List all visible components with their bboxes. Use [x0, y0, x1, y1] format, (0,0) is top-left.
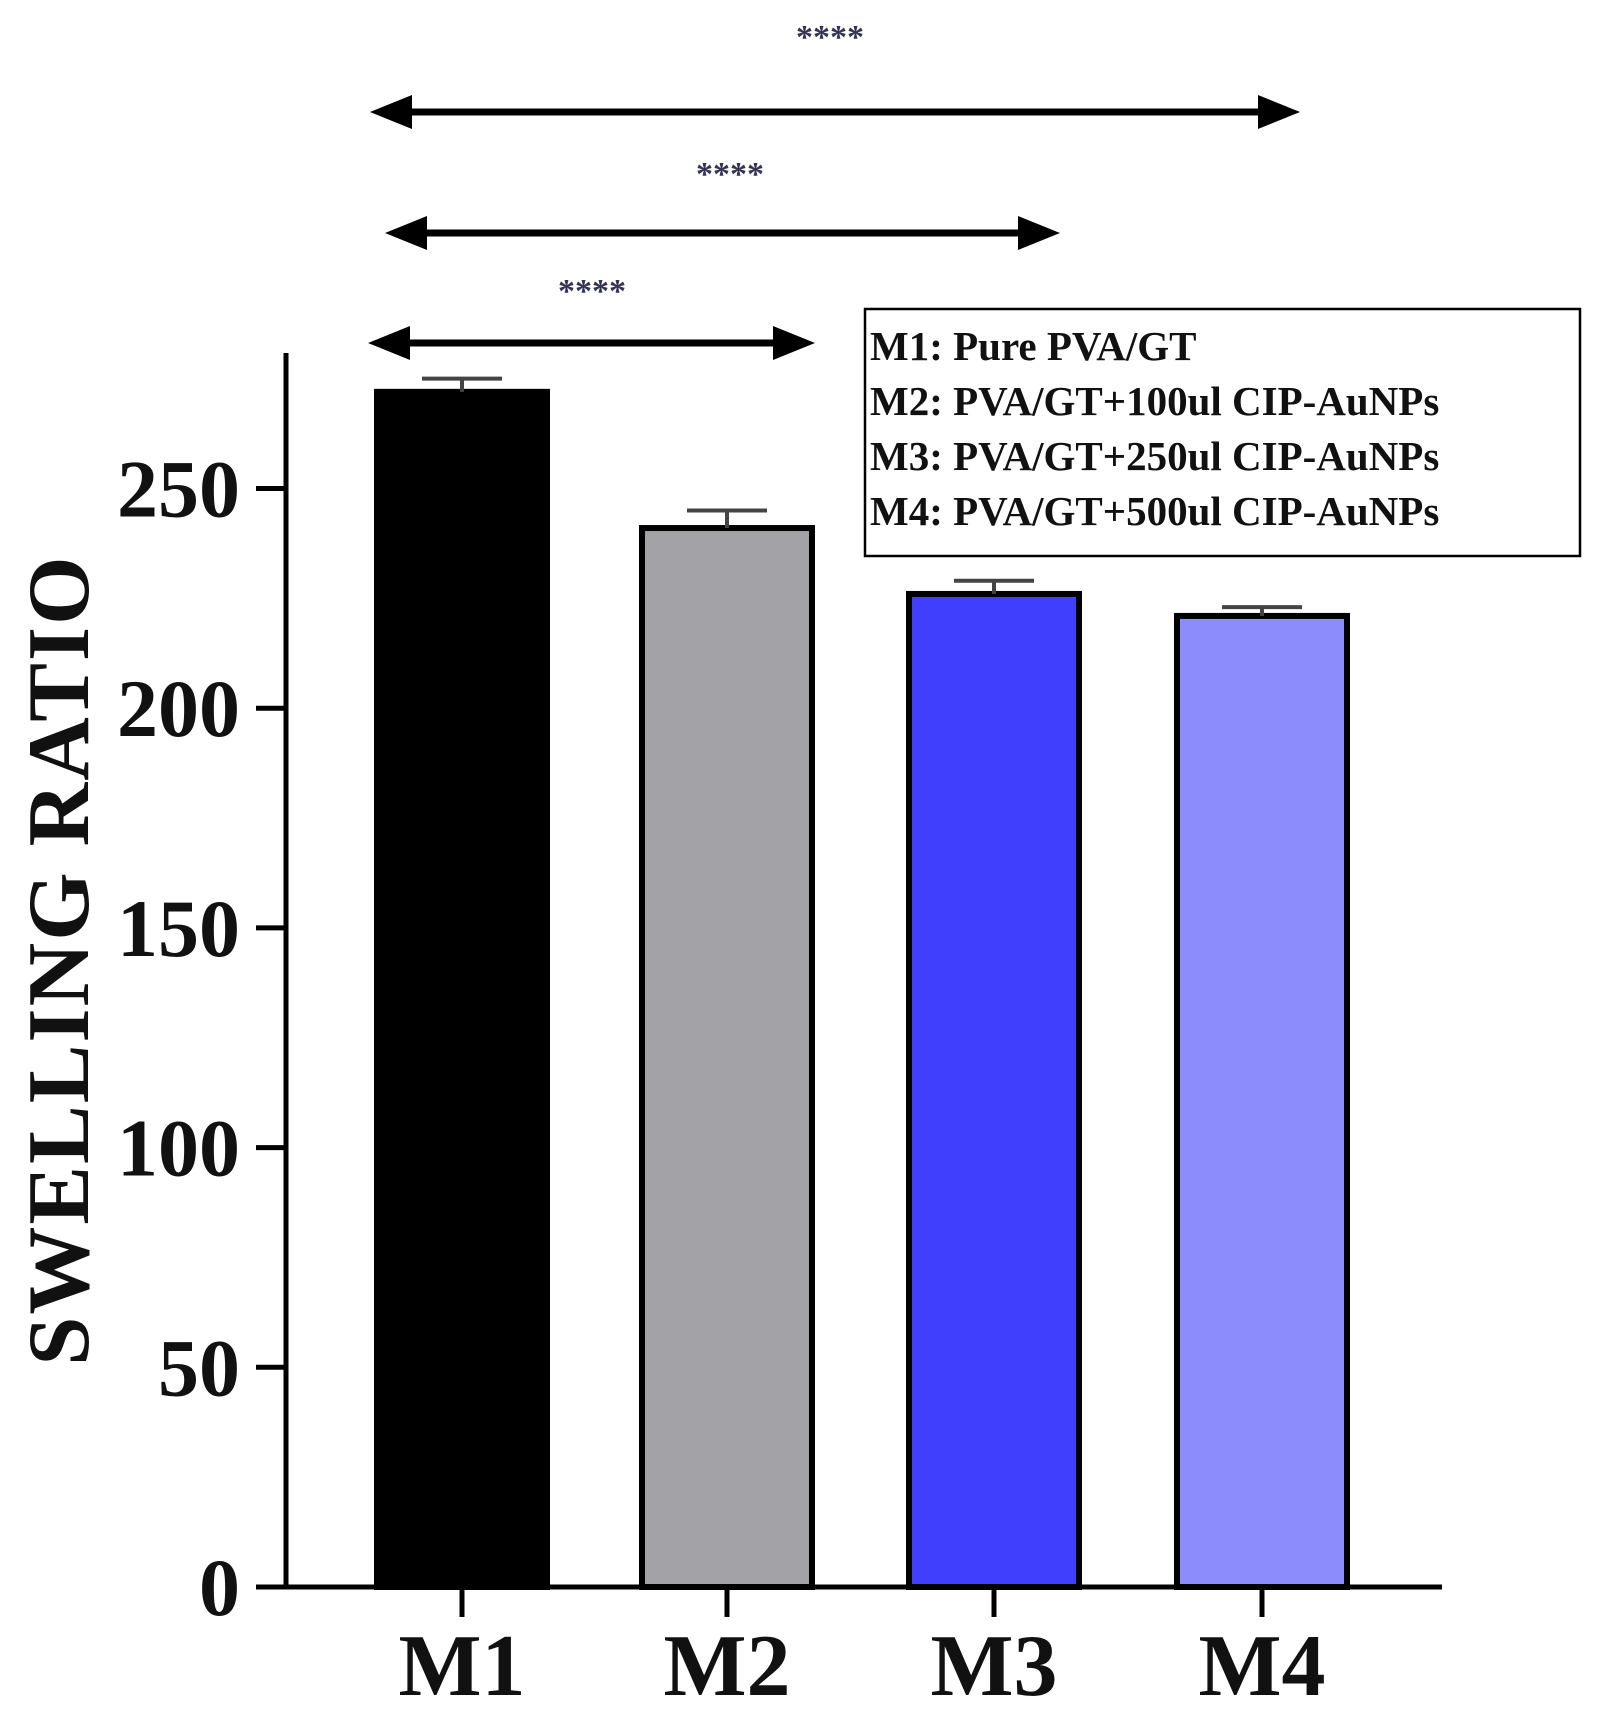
- x-tick-label-m2: M2: [663, 1618, 790, 1715]
- y-tick-label: 100: [117, 1103, 240, 1194]
- y-tick-label: 50: [158, 1322, 240, 1413]
- arrow-right-head: [773, 326, 815, 360]
- x-tick-label-m4: M4: [1198, 1618, 1325, 1715]
- legend-entry-3: M3: PVA/GT+250ul CIP-AuNPs: [870, 433, 1439, 479]
- significance-label: ****: [796, 19, 864, 56]
- bar-m2: [639, 525, 815, 1590]
- legend-entry-4: M4: PVA/GT+500ul CIP-AuNPs: [870, 488, 1439, 534]
- significance-brackets: **** **** ****: [368, 19, 1300, 360]
- legend: M1: Pure PVA/GT M2: PVA/GT+100ul CIP-AuNP…: [863, 307, 1582, 558]
- arrow-left-head: [385, 216, 427, 250]
- axes: [256, 353, 1442, 1590]
- bars: [374, 376, 1350, 1590]
- bar-m1: [374, 388, 550, 1590]
- x-tick-label-m3: M3: [930, 1618, 1057, 1715]
- arrow-left-head: [368, 326, 410, 360]
- significance-label: ****: [696, 156, 764, 193]
- arrow-right-head: [1018, 216, 1060, 250]
- y-tick-label: 250: [117, 444, 240, 535]
- bar-m4: [1174, 612, 1350, 1590]
- y-axis-title: SWELLING RATIO: [11, 554, 108, 1365]
- bar-m3: [906, 590, 1082, 1590]
- y-tick-label: 200: [117, 663, 240, 754]
- x-tick-label-m1: M1: [398, 1618, 525, 1715]
- y-tick-label: 150: [117, 883, 240, 974]
- legend-entry-1: M1: Pure PVA/GT: [870, 323, 1196, 369]
- arrow-right-head: [1258, 95, 1300, 129]
- x-ticks: M1 M2 M3 M4: [398, 1587, 1326, 1715]
- arrow-left-head: [370, 95, 412, 129]
- y-tick-label: 0: [199, 1542, 240, 1633]
- y-ticks: 0 50 100 150 200 250: [117, 444, 286, 1633]
- legend-entry-2: M2: PVA/GT+100ul CIP-AuNPs: [870, 378, 1439, 424]
- legend-box: [863, 307, 1582, 558]
- significance-label: ****: [558, 273, 626, 310]
